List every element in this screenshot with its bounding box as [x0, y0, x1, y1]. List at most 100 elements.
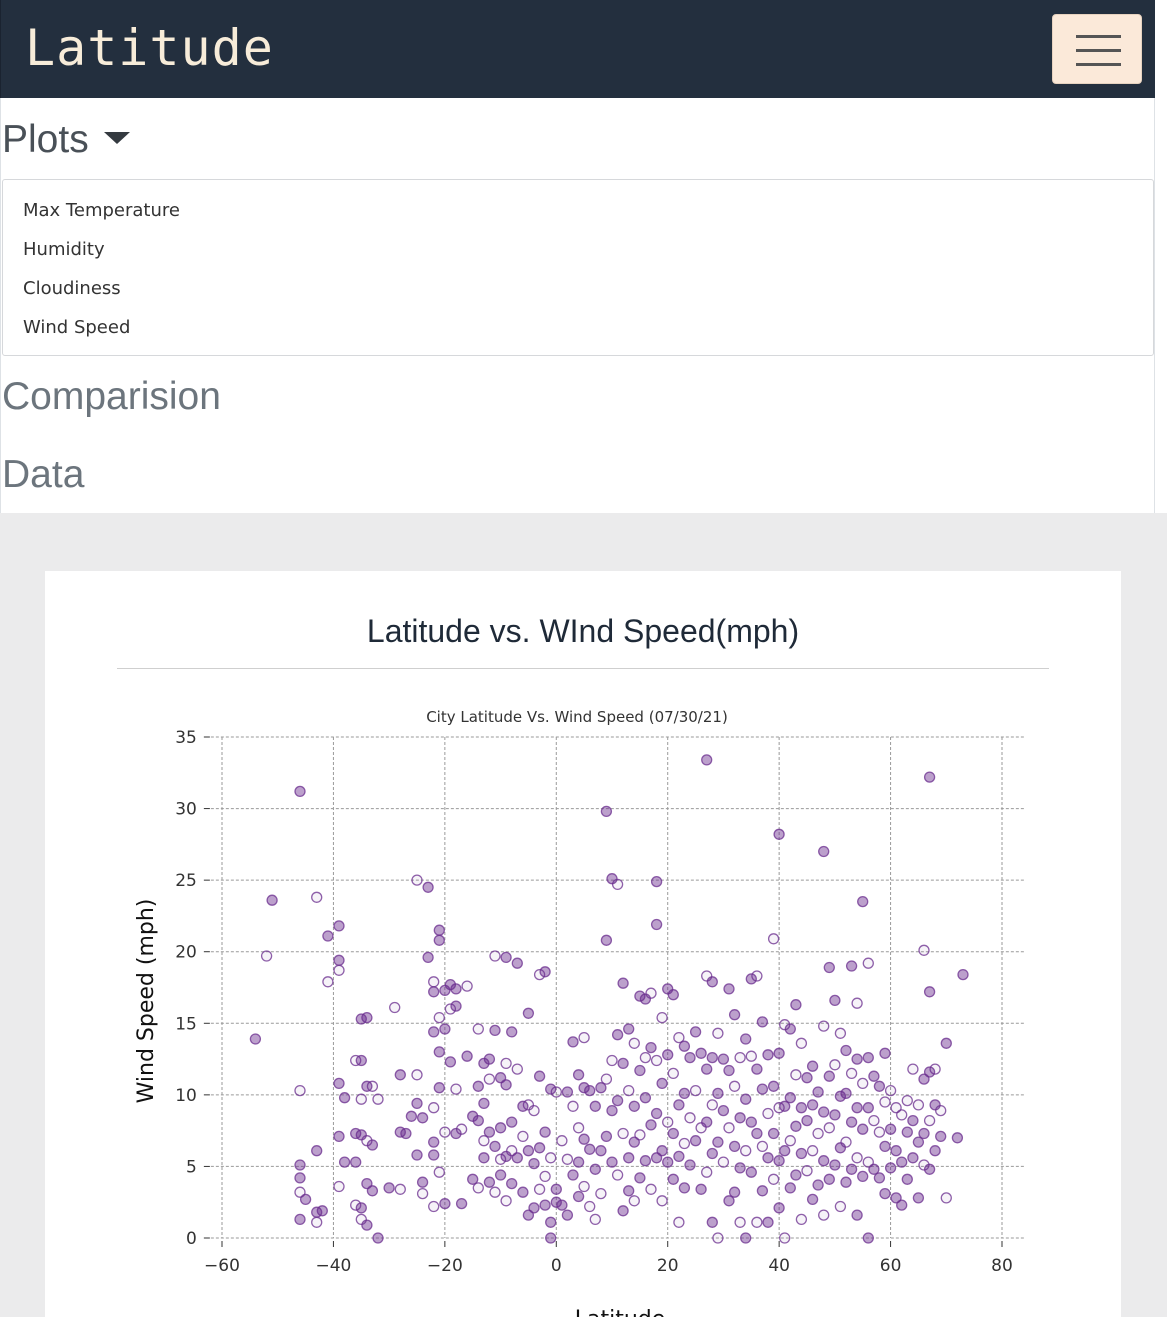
data-point: [784, 1023, 796, 1035]
data-point: [751, 970, 763, 982]
data-point: [806, 1193, 819, 1206]
data-point: [845, 1163, 858, 1175]
data-point: [751, 1063, 763, 1075]
data-point: [706, 976, 718, 988]
data-point: [461, 1050, 473, 1062]
data-point: [734, 1112, 746, 1124]
main-content: Latitude vs. WInd Speed(mph) 0 5 10 15 20 25 3…: [0, 513, 1167, 1317]
data-point: [834, 1090, 847, 1102]
data-point: [623, 1084, 635, 1097]
data-point: [500, 1057, 512, 1070]
data-point: [639, 1092, 652, 1104]
data-point: [762, 1216, 774, 1228]
data-point: [617, 1057, 629, 1070]
data-point: [717, 1053, 730, 1065]
data-point: [673, 1150, 685, 1163]
data-point: [790, 999, 802, 1011]
data-point: [483, 1126, 496, 1138]
data-point: [645, 1183, 657, 1195]
data-point: [645, 1041, 657, 1054]
data-point: [929, 1063, 941, 1075]
data-point: [762, 1107, 774, 1120]
dropdown-item-humidity[interactable]: Humidity: [23, 239, 105, 260]
data-point: [628, 1037, 640, 1049]
data-point: [578, 1031, 590, 1044]
data-point: [561, 1086, 574, 1098]
data-point: [767, 933, 780, 945]
data-point: [923, 986, 936, 998]
data-point: [706, 1147, 718, 1160]
data-point: [584, 1200, 596, 1213]
data-point: [734, 1162, 746, 1174]
data-point: [572, 1190, 585, 1203]
data-point: [422, 881, 434, 893]
data-point: [684, 1159, 696, 1171]
data-point: [829, 1109, 841, 1121]
data-point: [450, 1000, 462, 1012]
x-tick-label: −40: [315, 1256, 351, 1276]
data-point: [745, 1166, 757, 1178]
data-point: [294, 1172, 306, 1184]
data-point: [656, 1145, 668, 1157]
data-point: [472, 1080, 484, 1092]
data-point: [834, 1200, 847, 1213]
dropdown-item-wind-speed[interactable]: Wind Speed: [23, 317, 131, 338]
data-point: [483, 1176, 496, 1188]
data-point: [311, 1145, 323, 1157]
data-point: [567, 1100, 579, 1112]
data-point: [678, 1087, 691, 1100]
plots-dropdown-toggle[interactable]: Plots: [2, 118, 89, 161]
data-point: [439, 1023, 451, 1035]
scatter-plot: 0 5 10 15 20 25 30 35 −60 −40 −20 0 20 40 60 80 City La…: [134, 708, 1025, 1317]
data-point: [851, 1209, 863, 1221]
data-point: [500, 1195, 512, 1207]
data-point: [728, 1140, 741, 1153]
data-point: [901, 1126, 913, 1138]
data-point: [845, 1116, 858, 1128]
data-point: [740, 1145, 752, 1157]
data-point: [595, 1187, 607, 1200]
y-tick-label: 35: [175, 728, 197, 748]
y-tick-label: 30: [175, 800, 197, 820]
dropdown-item-max-temperature[interactable]: Max Temperature: [23, 200, 180, 221]
data-point: [522, 1007, 535, 1019]
data-point: [868, 1114, 880, 1127]
data-point: [779, 1100, 791, 1112]
data-point: [656, 1011, 668, 1024]
data-point: [929, 1145, 941, 1157]
data-point: [366, 1080, 379, 1092]
data-point: [845, 960, 858, 972]
data-point: [539, 1170, 551, 1183]
navbar-toggler-button[interactable]: [1052, 14, 1142, 84]
caret-down-icon[interactable]: [104, 132, 130, 144]
data-point: [823, 961, 835, 974]
data-point: [884, 1123, 897, 1135]
data-link[interactable]: Data: [2, 453, 85, 496]
data-point: [600, 934, 613, 946]
data-point: [851, 1102, 863, 1114]
data-point: [873, 1080, 886, 1092]
data-point: [862, 957, 874, 969]
data-point: [455, 1197, 468, 1210]
data-point: [790, 1069, 802, 1081]
data-point: [511, 1063, 523, 1075]
data-point: [890, 1145, 902, 1157]
data-point: [611, 878, 624, 891]
comparison-link[interactable]: Comparision: [2, 375, 221, 418]
data-point: [728, 1009, 741, 1021]
data-point: [433, 924, 445, 936]
navbar-brand[interactable]: Latitude: [25, 19, 274, 77]
data-point: [734, 1051, 746, 1064]
y-tick-label: 0: [186, 1229, 197, 1249]
data-point: [907, 1152, 919, 1164]
dropdown-item-cloudiness[interactable]: Cloudiness: [23, 278, 121, 299]
data-point: [801, 1165, 813, 1177]
data-point: [249, 1033, 262, 1045]
data-point: [639, 1051, 652, 1064]
data-point: [494, 1169, 507, 1181]
data-point: [818, 1155, 830, 1167]
data-point: [673, 1031, 685, 1044]
data-point: [623, 1185, 635, 1197]
data-point: [723, 1122, 735, 1134]
data-point: [667, 1173, 679, 1185]
